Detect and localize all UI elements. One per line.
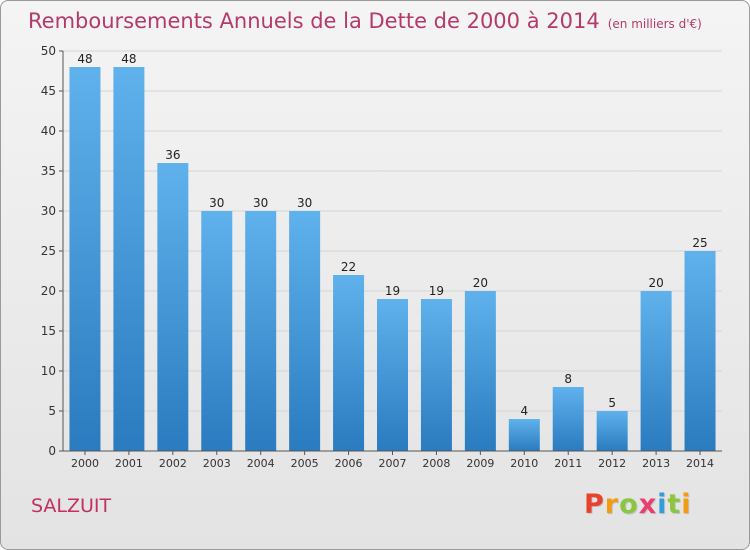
bar[interactable] — [684, 251, 716, 451]
x-tick-label: 2008 — [422, 457, 450, 470]
bar[interactable] — [289, 211, 321, 451]
data-label: 30 — [297, 196, 312, 210]
data-label: 22 — [341, 260, 356, 274]
data-label: 30 — [209, 196, 224, 210]
y-tick-label: 50 — [41, 44, 56, 58]
x-tick-label: 2009 — [466, 457, 494, 470]
bar[interactable] — [245, 211, 277, 451]
data-label: 19 — [429, 284, 444, 298]
bar[interactable] — [464, 291, 496, 451]
y-tick-label: 45 — [41, 84, 56, 98]
bar[interactable] — [201, 211, 233, 451]
data-label: 25 — [692, 236, 707, 250]
logo-letter: o — [619, 489, 639, 520]
x-tick-label: 2014 — [686, 457, 714, 470]
bar[interactable] — [157, 163, 189, 451]
logo-letter: i — [657, 489, 668, 520]
logo-letter: P — [584, 489, 605, 520]
data-label: 19 — [385, 284, 400, 298]
bar[interactable] — [420, 299, 452, 451]
logo-letter: x — [638, 489, 658, 520]
x-tick-label: 2012 — [598, 457, 626, 470]
proxiti-logo[interactable]: Proxiti — [584, 489, 692, 520]
data-label: 48 — [77, 52, 92, 66]
title-unit: (en milliers d'€) — [607, 17, 702, 31]
commune-name: SALZUIT — [31, 495, 112, 517]
x-tick-label: 2004 — [247, 457, 275, 470]
data-label: 5 — [608, 396, 616, 410]
x-tick-label: 2011 — [554, 457, 582, 470]
x-tick-label: 2006 — [335, 457, 363, 470]
x-tick-label: 2000 — [71, 457, 99, 470]
y-tick-label: 35 — [41, 164, 56, 178]
y-tick-label: 30 — [41, 204, 56, 218]
logo-letter: r — [604, 489, 620, 520]
y-tick-label: 0 — [48, 444, 56, 458]
bar[interactable] — [333, 275, 365, 451]
data-label: 20 — [648, 276, 663, 290]
x-tick-label: 2013 — [642, 457, 670, 470]
data-label: 4 — [520, 404, 528, 418]
bar[interactable] — [508, 419, 540, 451]
y-tick-label: 15 — [41, 324, 56, 338]
y-tick-label: 5 — [48, 404, 56, 418]
x-tick-label: 2010 — [510, 457, 538, 470]
x-tick-label: 2007 — [379, 457, 407, 470]
y-tick-label: 25 — [41, 244, 56, 258]
chart-title: Remboursements Annuels de la Dette de 20… — [28, 9, 702, 33]
bars — [69, 67, 716, 451]
logo-letter: t — [667, 489, 682, 520]
y-tick-label: 40 — [41, 124, 56, 138]
y-tick-label: 20 — [41, 284, 56, 298]
x-tick-label: 2002 — [159, 457, 187, 470]
bar[interactable] — [596, 411, 628, 451]
bar[interactable] — [377, 299, 408, 451]
data-label: 36 — [165, 148, 180, 162]
x-tick-label: 2001 — [115, 457, 143, 470]
bar[interactable] — [552, 387, 584, 451]
data-label: 20 — [473, 276, 488, 290]
x-tick-label: 2005 — [291, 457, 319, 470]
data-label: 30 — [253, 196, 268, 210]
data-label: 8 — [564, 372, 572, 386]
data-label: 48 — [121, 52, 136, 66]
y-tick-label: 10 — [41, 364, 56, 378]
logo-letter: i — [681, 489, 692, 520]
bar[interactable] — [113, 67, 145, 451]
x-tick-label: 2003 — [203, 457, 231, 470]
bar[interactable] — [640, 291, 672, 451]
bar[interactable] — [69, 67, 101, 451]
